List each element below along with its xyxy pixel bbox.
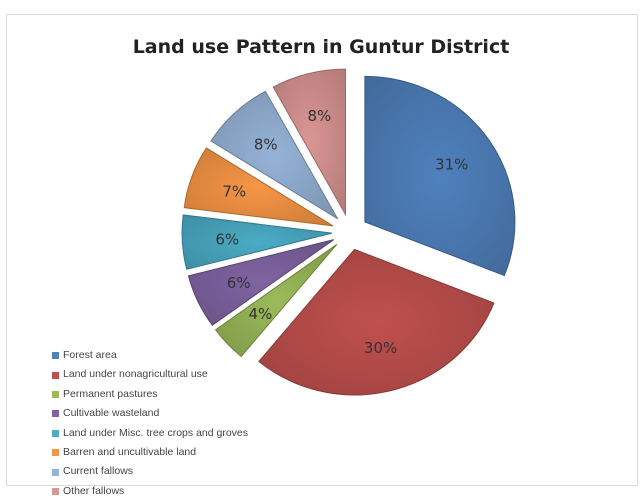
slice-data-label: 8% [308,107,332,125]
slice-data-label: 31% [435,156,468,174]
pie-slice-4 [187,239,335,326]
legend-item: Current fallows [52,462,372,481]
legend-swatch [52,352,59,360]
legend-label: Current fallows [63,465,134,478]
pie-slice-5 [181,214,333,270]
legend-item: Other fallows [52,482,372,501]
legend-item: Permanent pastures [52,385,372,404]
pie-slice-2 [258,248,495,396]
legend-swatch [52,488,59,496]
legend-swatch [52,449,59,457]
pie-slice-7 [210,90,339,220]
legend-swatch [52,371,59,379]
legend-item: Land under nonagricultural use [52,365,372,384]
legend-swatch [52,410,59,418]
pie-slice-8 [272,68,347,217]
legend-label: Barren and uncultivable land [63,446,197,459]
legend-swatch [52,468,59,476]
pie-chart: 31% 30% 4% 6% 6% 7% 8% 8% [181,68,516,396]
legend-item: Cultivable wasteland [52,404,372,423]
legend-label: Land under nonagricultural use [63,368,208,381]
chart-legend: Forest area Land under nonagricultural us… [52,346,372,501]
slice-data-label: 8% [254,136,278,154]
slice-data-label: 4% [248,305,272,323]
slice-data-label: 30% [364,339,397,357]
slice-data-label: 6% [215,231,239,249]
pie-slice-6 [183,147,334,227]
legend-item: Land under Misc. tree crops and groves [52,424,372,443]
slice-data-label: 6% [227,274,251,292]
legend-item: Forest area [52,346,372,365]
legend-label: Permanent pastures [63,387,158,400]
legend-item: Barren and uncultivable land [52,443,372,462]
legend-swatch [52,429,59,437]
pie-slice-1 [364,75,516,277]
legend-label: Cultivable wasteland [63,407,160,420]
legend-label: Forest area [63,349,117,361]
chart-title: Land use Pattern in Guntur District [132,36,510,58]
pie-slice-3 [214,243,338,358]
slice-data-label: 7% [222,182,246,200]
legend-swatch [52,391,59,399]
legend-label: Land under Misc. tree crops and groves [63,426,249,439]
legend-label: Other fallows [63,484,125,497]
